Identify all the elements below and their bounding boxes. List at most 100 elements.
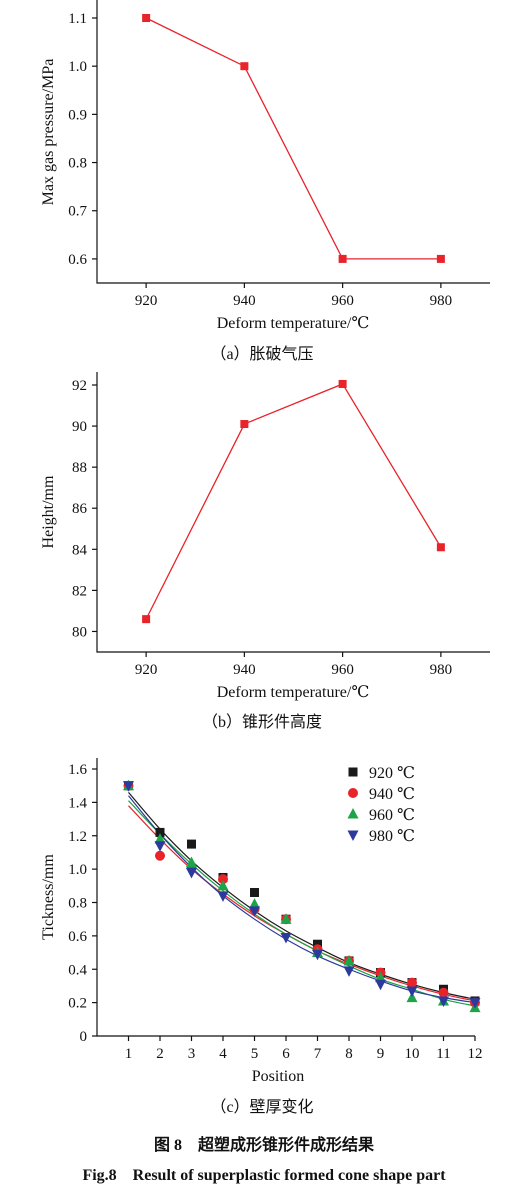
- chart-c-ylabel: Tickness/mm: [40, 854, 57, 940]
- chart-c-point-2: [154, 833, 166, 844]
- chart-b-point: [436, 543, 445, 552]
- chart-c-xtick-label: 2: [156, 1046, 164, 1062]
- figure-caption-cn: 图 8 超塑成形锥形件成形结果: [154, 1135, 374, 1154]
- chart-b-xtick-label: 940: [233, 662, 256, 678]
- chart-c-fit-curve-2: [128, 800, 476, 1007]
- chart-c-point-0: [187, 839, 196, 849]
- chart-c-point-2: [249, 898, 260, 909]
- chart-c-caption: （c）壁厚变化: [210, 1097, 313, 1116]
- chart-c-legend-marker-3: [347, 830, 359, 841]
- chart-a-ticks: 920 940 960 980 0.6 0.7 0.8 0.9 1.0 1.1: [68, 11, 452, 309]
- chart-c-legend: 920 ℃ 940 ℃ 960 ℃ 980 ℃: [347, 765, 415, 845]
- chart-a-xtick-label: 980: [430, 293, 453, 309]
- chart-c-ytick-label: 1.4: [68, 795, 87, 811]
- chart-c-point-2: [343, 954, 355, 966]
- chart-c-point-1: [438, 987, 449, 998]
- chart-c-marks: [123, 779, 481, 1013]
- chart-c-point-3: [123, 781, 134, 792]
- chart-b-xtick-label: 960: [331, 662, 354, 678]
- chart-b-ytick-label: 84: [72, 542, 88, 558]
- chart-a-ytick-label: 0.6: [68, 252, 87, 268]
- chart-c-legend-marker-0: [348, 767, 358, 777]
- chart-a-ytick-label: 1.0: [68, 59, 87, 75]
- chart-c-point-1: [155, 850, 165, 861]
- chart-c-ytick-label: 0.8: [68, 896, 87, 912]
- figure-caption-en: Fig.8 Result of superplastic formed cone…: [82, 1167, 446, 1184]
- chart-a: 920 940 960 980 0.6 0.7 0.8 0.9 1.0 1.1 Max gas p…: [40, 0, 490, 363]
- chart-c-point-3: [249, 906, 260, 917]
- chart-c-point-3: [186, 867, 197, 879]
- chart-c-point-3: [406, 986, 418, 997]
- chart-c-fit-curve-0: [128, 791, 476, 1000]
- chart-c-point-3: [280, 933, 292, 944]
- chart-c-ytick-label: 1.2: [68, 829, 87, 845]
- chart-c-xtick-label: 10: [405, 1046, 420, 1062]
- chart-b-xtick-label: 980: [430, 662, 453, 678]
- chart-c-point-2: [186, 856, 197, 867]
- chart-c-ytick-label: 0: [80, 1029, 88, 1045]
- chart-c-fit-curve-3: [128, 795, 476, 1004]
- chart-a-xtick-label: 940: [233, 293, 256, 309]
- chart-b-ticks: 920 940 960 980 80 82 84 86 88 90 92: [72, 378, 452, 678]
- chart-a-ytick-label: 0.7: [68, 204, 87, 220]
- chart-c-point-3: [438, 996, 449, 1007]
- chart-c: 1 2 3 4 5 6 7 8 9 10 11 1200.20.40.60.81.01.21.41.6…: [40, 758, 483, 1116]
- chart-c-point-2: [217, 879, 229, 891]
- chart-b-ytick-label: 90: [72, 419, 87, 435]
- chart-c-legend-marker-1: [348, 788, 358, 798]
- chart-c-legend-label-3: 980 ℃: [369, 828, 415, 845]
- chart-c-xtick-label: 12: [468, 1046, 483, 1062]
- chart-c-point-3: [375, 979, 386, 991]
- chart-b-xlabel: Deform temperature/℃: [217, 684, 370, 701]
- chart-b-series-line: [145, 383, 442, 620]
- chart-b-ytick-label: 88: [72, 460, 87, 476]
- chart-b-point: [338, 379, 347, 388]
- chart-a-point: [240, 62, 249, 71]
- chart-c-ytick-label: 1.0: [68, 862, 87, 878]
- chart-c-point-3: [469, 998, 481, 1009]
- chart-a-xtick-label: 960: [331, 293, 354, 309]
- chart-c-ytick-label: 1.6: [68, 762, 87, 778]
- chart-b-axes: [96, 372, 490, 653]
- chart-c-xtick-label: 6: [282, 1046, 290, 1062]
- chart-b-ylabel: Height/mm: [40, 475, 57, 548]
- chart-a-xtick-label: 920: [135, 293, 158, 309]
- chart-c-point-3: [312, 949, 323, 961]
- chart-a-axes: [96, 0, 490, 284]
- chart-c-point-0: [250, 887, 259, 897]
- chart-c-point-1: [218, 874, 228, 885]
- chart-c-ytick-label: 0.6: [68, 929, 87, 945]
- chart-c-xlabel: Position: [252, 1068, 304, 1085]
- chart-c-point-3: [217, 891, 229, 902]
- chart-c-xtick-label: 11: [436, 1046, 450, 1062]
- chart-c-xtick-label: 1: [125, 1046, 133, 1062]
- chart-c-fit-curve-1: [128, 805, 476, 1002]
- chart-a-ylabel: Max gas pressure/MPa: [40, 59, 57, 206]
- chart-c-xtick-label: 8: [345, 1046, 353, 1062]
- chart-b-xtick-label: 920: [135, 662, 158, 678]
- chart-a-series-line: [145, 17, 441, 260]
- chart-c-fits: [128, 791, 476, 1007]
- chart-c-ytick-label: 0.4: [68, 962, 87, 978]
- chart-a-marks: [142, 14, 445, 263]
- chart-c-point-0: [155, 827, 165, 837]
- chart-a-ytick-label: 1.1: [68, 11, 87, 27]
- chart-c-axes: [96, 758, 475, 1037]
- chart-b-ytick-label: 92: [72, 378, 87, 394]
- chart-c-xtick-label: 9: [377, 1046, 385, 1062]
- chart-b-point: [240, 420, 249, 429]
- chart-c-legend-label-1: 940 ℃: [369, 786, 415, 803]
- chart-c-point-3: [154, 841, 166, 852]
- chart-c-legend-label-2: 960 ℃: [369, 807, 415, 824]
- chart-a-caption: （a）胀破气压: [210, 345, 313, 363]
- chart-a-point: [338, 254, 347, 263]
- chart-b-point: [142, 615, 151, 624]
- chart-c-point-1: [407, 977, 417, 988]
- chart-b-ytick-label: 86: [72, 501, 88, 517]
- chart-b-marks: [142, 379, 445, 624]
- chart-c-xtick-label: 3: [188, 1046, 196, 1062]
- chart-a-point: [142, 14, 151, 22]
- chart-b-ytick-label: 82: [72, 583, 87, 599]
